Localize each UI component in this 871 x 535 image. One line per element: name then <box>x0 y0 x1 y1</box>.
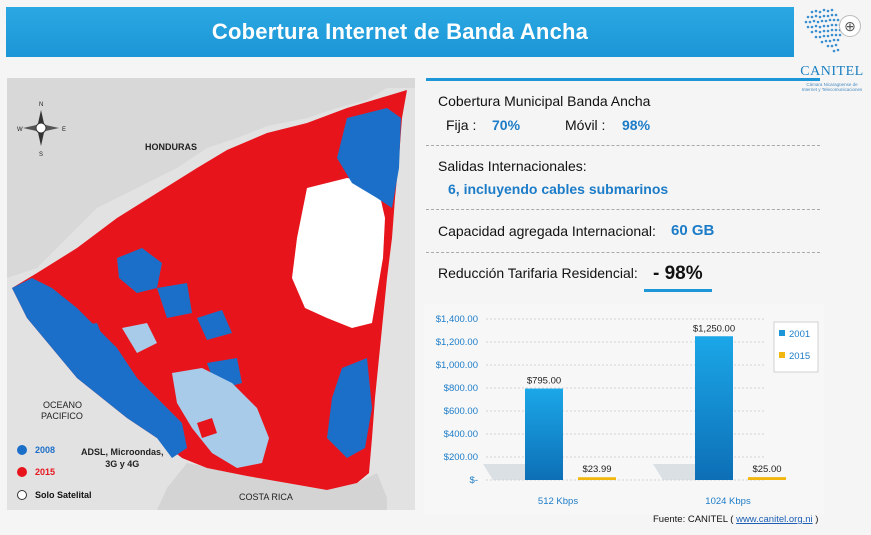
label-costa-rica: COSTA RICA <box>239 492 293 502</box>
legend-2015: 2015 <box>17 467 55 477</box>
movil-label-text: Móvil <box>565 117 598 133</box>
source-link[interactable]: www.canitel.org.ni <box>736 514 813 525</box>
data-label: $23.99 <box>582 464 611 475</box>
source-suffix: ) <box>815 514 819 525</box>
legend-label-2001: 2001 <box>789 329 810 340</box>
bar-shadow <box>483 464 538 480</box>
separator-3 <box>426 252 820 253</box>
data-label: $1,250.00 <box>693 323 735 334</box>
legend-solo-satelital: Solo Satelital <box>17 490 92 500</box>
nicaragua-map: N S E W <box>7 78 415 510</box>
x-tick-label: 512 Kbps <box>538 496 578 507</box>
bar-2015 <box>578 477 616 480</box>
y-tick-label: $600.00 <box>444 406 478 417</box>
legend-satelital-dot <box>17 490 27 500</box>
salidas-value: 6, incluyendo cables submarinos <box>448 181 669 197</box>
compass-w: W <box>17 127 23 133</box>
label-pacifico: PACIFICO <box>41 411 83 421</box>
movil-label: Móvil : <box>565 117 606 133</box>
data-label: $795.00 <box>527 376 561 387</box>
legend-2008: 2008 <box>17 445 55 455</box>
legend-2008-label: 2008 <box>35 445 56 455</box>
legend-2015-label: 2015 <box>35 467 56 477</box>
separator-1 <box>426 145 820 146</box>
bar-shadow <box>653 464 708 480</box>
y-tick-label: $200.00 <box>444 452 478 463</box>
reduccion-value: - 98% <box>653 263 703 284</box>
legend-satelital-label: Solo Satelital <box>35 490 92 500</box>
map-panel: N S E W HONDURAS OCEANO PACIFICO COSTA R… <box>7 78 415 510</box>
bar-2001 <box>525 388 563 480</box>
chart-svg: $- $200.00 $400.00 $600.00 $800.00 $1,000.00 $… <box>424 304 824 514</box>
bar-2015 <box>748 477 786 480</box>
legend-2008-dot <box>17 445 27 455</box>
source-prefix: Fuente: CANITEL ( <box>653 514 734 525</box>
compass-e: E <box>62 127 66 133</box>
title-bar: Cobertura Internet de Banda Ancha <box>6 7 794 57</box>
reduccion-underline <box>644 289 712 292</box>
data-label: $25.00 <box>752 464 781 475</box>
capacidad-value: 60 GB <box>671 222 715 239</box>
y-tick-label: $800.00 <box>444 383 478 394</box>
x-tick-label: 1024 Kbps <box>705 496 751 507</box>
logo-dots-icon <box>804 8 842 53</box>
label-oceano: OCEANO <box>43 400 83 410</box>
y-tick-label: $1,000.00 <box>436 360 478 371</box>
tech-note-line-2: 3G y 4G <box>105 459 140 469</box>
tech-note-line-1: ADSL, Microondas, <box>81 447 164 457</box>
chart-background <box>424 304 824 514</box>
compass-s: S <box>39 152 43 158</box>
legend-swatch-2001 <box>779 330 785 336</box>
logo-brand: CANITEL <box>800 64 864 79</box>
legend-2015-dot <box>17 467 27 477</box>
y-tick-label: $1,400.00 <box>436 314 478 325</box>
fija-label-text: Fija <box>446 117 469 133</box>
legend-swatch-2015 <box>779 352 785 358</box>
canitel-logo: CANITEL Cámara Nicaragüense de Internet … <box>798 4 866 94</box>
capacidad-title: Capacidad agregada Internacional: <box>438 223 656 239</box>
fija-label: Fija : <box>446 117 481 133</box>
y-tick-label: $1,200.00 <box>436 337 478 348</box>
label-honduras: HONDURAS <box>145 142 198 152</box>
logo-tagline: Cámara Nicaragüense de Internet y Teleco… <box>801 82 863 92</box>
y-tick-label: $400.00 <box>444 429 478 440</box>
tariff-chart: $- $200.00 $400.00 $600.00 $800.00 $1,000.00 $… <box>424 304 824 514</box>
page-title: Cobertura Internet de Banda Ancha <box>211 19 589 44</box>
compass-n: N <box>39 102 43 108</box>
y-tick-label: $- <box>470 475 478 486</box>
salidas-title: Salidas Internacionales: <box>438 158 587 174</box>
reduccion-title: Reducción Tarifaria Residencial: <box>438 265 638 281</box>
legend-label-2015: 2015 <box>789 351 810 362</box>
separator-2 <box>426 209 820 210</box>
bar-2001 <box>695 336 733 480</box>
source-note: Fuente: CANITEL ( www.canitel.org.ni ) <box>653 514 818 525</box>
tech-note: ADSL, Microondas, 3G y 4G <box>81 446 164 470</box>
cobertura-title: Cobertura Municipal Banda Ancha <box>438 93 651 109</box>
movil-value: 98% <box>622 117 651 133</box>
fija-value: 70% <box>492 117 521 133</box>
zoom-icon[interactable]: ⊕ <box>839 15 861 37</box>
info-top-line <box>426 78 820 81</box>
